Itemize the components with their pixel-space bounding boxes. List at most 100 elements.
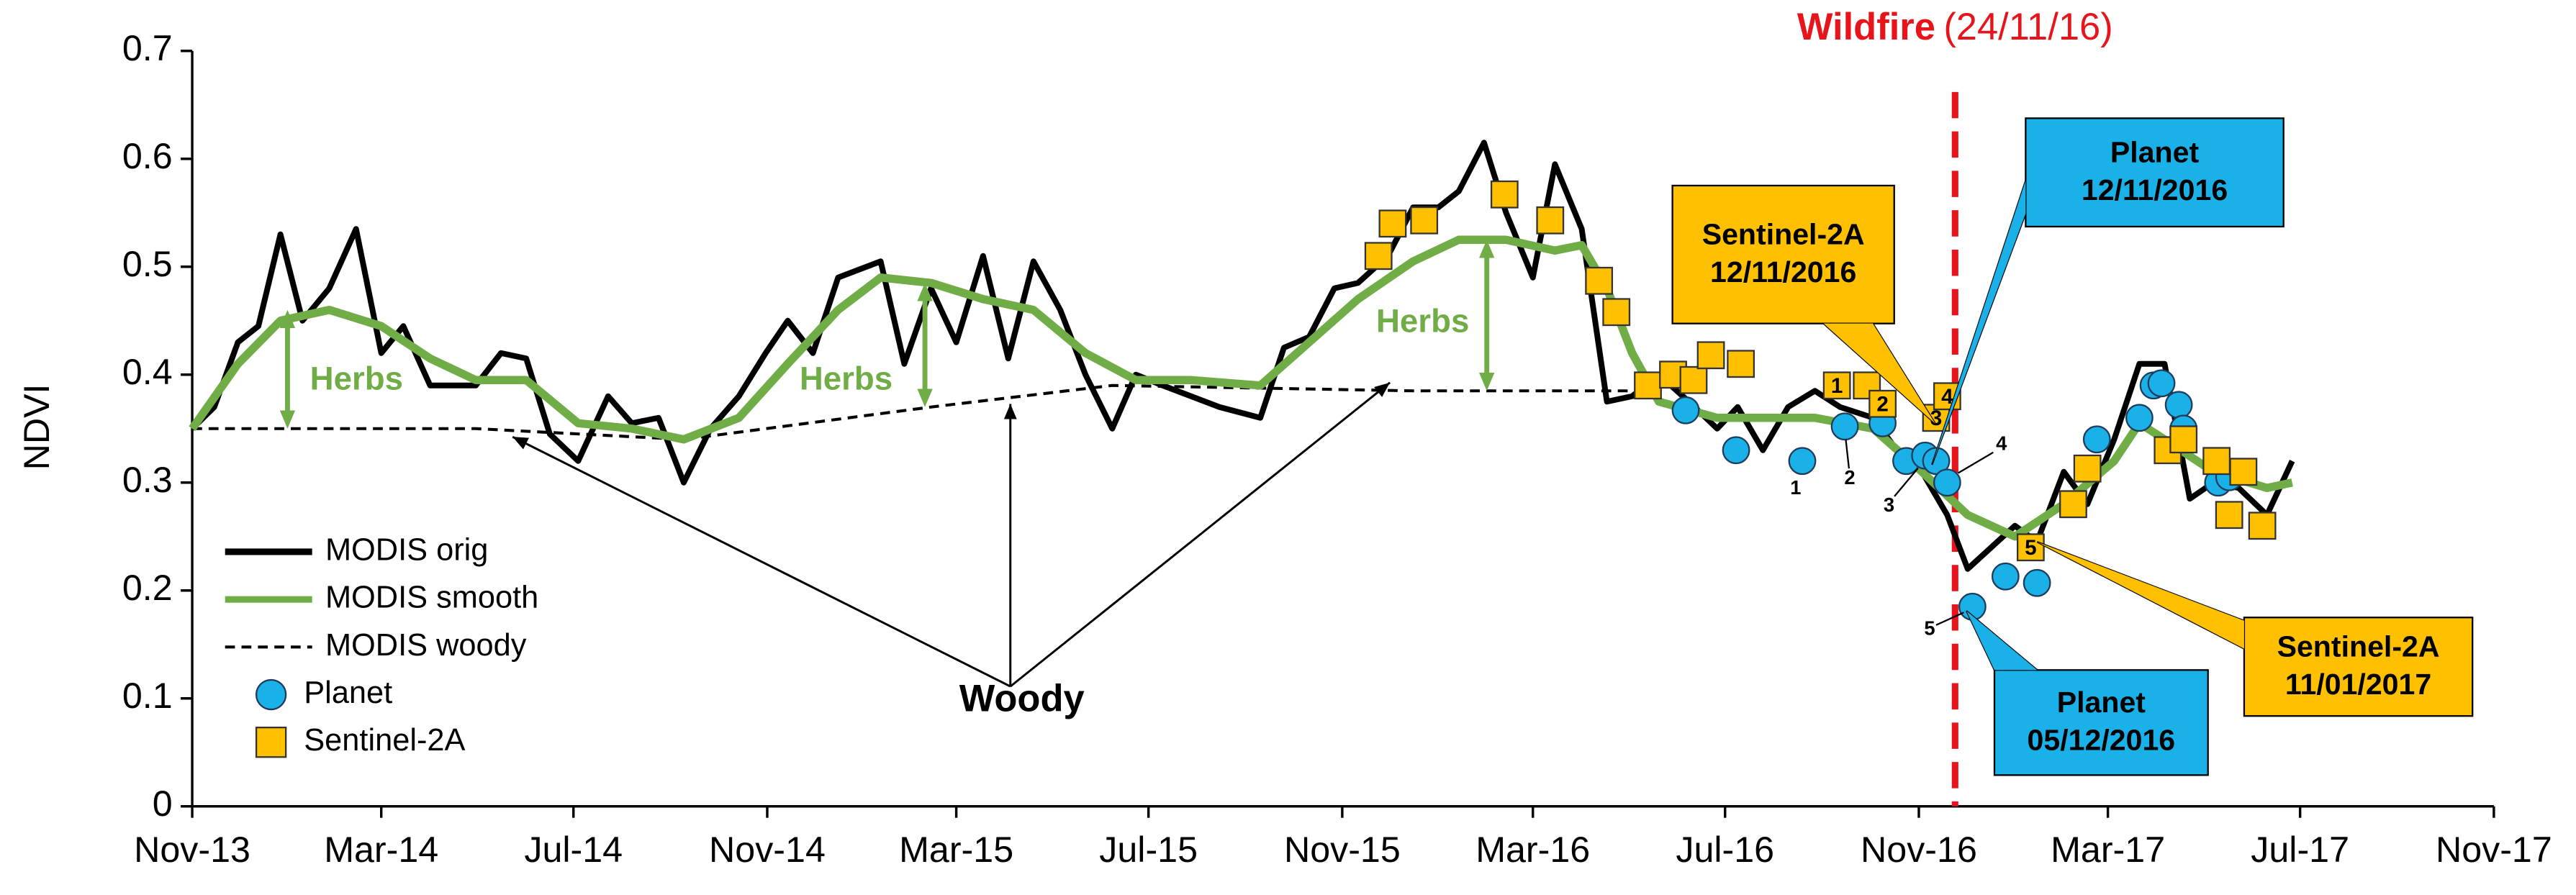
y-tick-label: 0.4	[122, 352, 173, 392]
woody-arrow-head	[1374, 382, 1391, 397]
planet-point	[2125, 404, 2154, 432]
y-tick-label: 0.7	[122, 28, 173, 68]
y-tick-label: 0.2	[122, 568, 173, 608]
callout-title: Sentinel-2A	[1702, 218, 1865, 251]
y-tick-label: 0.5	[122, 244, 173, 284]
sentinel-point	[1696, 341, 1725, 370]
callout-title: Planet	[2057, 686, 2146, 719]
herbs-arrow-head	[917, 389, 933, 407]
point-label: 3	[1930, 406, 1943, 430]
x-tick-label: Mar-15	[899, 830, 1013, 870]
woody-arrow-head	[1003, 404, 1017, 419]
sentinel-point	[2016, 533, 2045, 562]
sentinel-point	[2059, 490, 2087, 519]
sentinel-point	[1410, 206, 1439, 235]
wildfire-label: Wildfire (24/11/16)	[1797, 6, 2113, 48]
sentinel-point	[1822, 371, 1851, 400]
y-tick-label: 0.1	[122, 676, 173, 716]
sentinel-point	[1602, 298, 1631, 327]
planet-point	[1933, 468, 1961, 497]
point-label: 1	[1831, 374, 1843, 398]
y-tick-label: 0	[153, 783, 173, 824]
callout-box	[1993, 669, 2209, 776]
point-label: 3	[1884, 494, 1894, 516]
planet-point	[1830, 412, 1859, 441]
wildfire-date: (24/11/16)	[1943, 6, 2112, 48]
x-tick-label: Jul-17	[2251, 830, 2349, 870]
y-tick-label: 0.3	[122, 460, 173, 500]
x-tick-label: Jul-16	[1676, 830, 1774, 870]
wildfire-title: Wildfire	[1797, 6, 1935, 48]
woody-label: Woody	[959, 678, 1085, 720]
callout-date: 12/11/2016	[1710, 255, 1856, 289]
callout-title: Sentinel-2A	[2277, 630, 2440, 663]
planet-point	[1788, 447, 1817, 476]
x-tick-label: Nov-15	[1284, 830, 1401, 870]
label-leader	[1845, 439, 1850, 469]
x-tick-label: Jul-14	[524, 830, 623, 870]
x-tick-label: Mar-16	[1475, 830, 1590, 870]
point-label: 4	[1996, 432, 2007, 454]
sentinel-point	[1727, 350, 1755, 378]
sentinel-point	[1634, 371, 1662, 400]
y-axis-label: NDVI	[17, 383, 57, 470]
legend-label: MODIS orig	[325, 532, 488, 567]
legend-swatch	[255, 678, 287, 711]
sentinel-point	[1679, 365, 1708, 394]
label-leader	[1957, 451, 1994, 474]
planet-point	[1991, 562, 2020, 591]
herbs-arrow-head	[279, 410, 296, 429]
sentinel-point	[1490, 180, 1519, 209]
label-leader	[1935, 612, 1964, 626]
planet-point	[1671, 396, 1700, 424]
herbs-label: Herbs	[1376, 303, 1469, 340]
x-tick-label: Nov-14	[709, 830, 826, 870]
planet-point	[1722, 436, 1750, 465]
y-tick-label: 0.6	[122, 136, 173, 176]
sentinel-point	[1853, 371, 1881, 400]
series-line	[190, 140, 2295, 572]
sentinel-point	[1868, 389, 1897, 418]
sentinel-point	[2215, 501, 2243, 530]
x-tick-label: Jul-15	[1099, 830, 1198, 870]
point-label: 4	[1941, 385, 1953, 409]
legend-label: MODIS smooth	[325, 581, 538, 615]
planet-point	[2147, 369, 2176, 398]
planet-point	[2164, 391, 2193, 419]
series-line	[189, 235, 2293, 541]
planet-point	[2023, 568, 2051, 597]
x-tick-label: Nov-13	[134, 830, 250, 870]
herbs-label: Herbs	[310, 360, 403, 397]
legend-label: Planet	[304, 676, 392, 710]
label-leader	[1894, 468, 1919, 497]
callout-pointer-join	[1932, 181, 2026, 465]
herbs-arrow-head	[1479, 373, 1495, 391]
x-tick-label: Nov-17	[2436, 830, 2552, 870]
woody-arrow-head	[512, 437, 529, 450]
callout-date: 12/11/2016	[2082, 173, 2228, 206]
herbs-arrow-head	[917, 283, 933, 301]
woody-arrow	[1009, 381, 1391, 688]
sentinel-point	[1585, 266, 1614, 295]
sentinel-point	[2073, 454, 2102, 483]
planet-point	[2082, 425, 2111, 454]
sentinel-point	[1364, 242, 1393, 271]
herbs-arrow-head	[279, 309, 296, 328]
series-line	[192, 383, 1659, 441]
sentinel-point	[1378, 209, 1407, 238]
callout-date: 11/01/2017	[2285, 668, 2431, 701]
x-tick-label: Mar-17	[2051, 830, 2165, 870]
sentinel-point	[1536, 206, 1565, 235]
x-tick-label: Nov-16	[1861, 830, 1977, 870]
herbs-label: Herbs	[800, 360, 892, 397]
sentinel-point	[2169, 425, 2198, 454]
callout-pointer-join	[1966, 611, 2038, 671]
point-label: 2	[1844, 466, 1855, 489]
point-label: 5	[1924, 617, 1935, 639]
point-label: 2	[1876, 392, 1889, 416]
callout-box	[1671, 184, 1895, 324]
callout-box	[2243, 617, 2474, 717]
x-tick-label: Mar-14	[324, 830, 438, 870]
legend-label: MODIS woody	[325, 628, 527, 663]
